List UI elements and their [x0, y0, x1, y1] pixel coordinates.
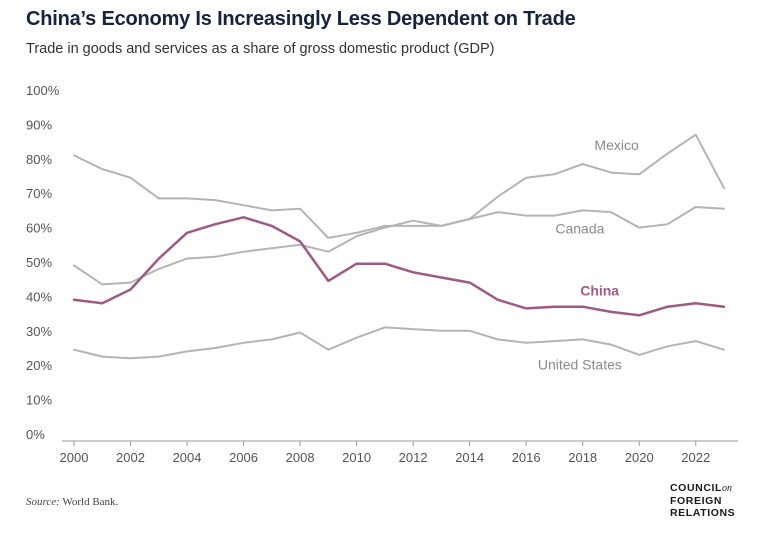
y-tick-label: 100%	[26, 83, 60, 98]
x-tick-label: 2018	[568, 450, 597, 465]
series-line-canada	[73, 154, 725, 239]
series-label-united-states: United States	[538, 356, 622, 372]
source-text: World Bank.	[59, 496, 119, 508]
cfr-logo: COUNCILon FOREIGN RELATIONS	[670, 482, 735, 519]
y-tick-label: 70%	[26, 186, 52, 201]
y-tick-label: 60%	[26, 221, 52, 236]
y-tick-label: 30%	[26, 324, 52, 339]
series-label-canada: Canada	[555, 220, 604, 236]
chart-subtitle: Trade in goods and services as a share o…	[26, 41, 495, 57]
y-tick-label: 90%	[26, 117, 52, 132]
series-line-united-states	[73, 326, 725, 360]
x-tick-label: 2000	[60, 450, 89, 465]
series-label-mexico: Mexico	[594, 137, 639, 153]
y-tick-label: 40%	[26, 289, 52, 304]
y-tick-label: 80%	[26, 152, 52, 167]
x-tick-label: 2006	[229, 450, 258, 465]
x-tick-label: 2008	[286, 450, 315, 465]
y-tick-label: 0%	[26, 427, 45, 442]
logo-on: on	[722, 483, 733, 494]
x-tick-label: 2002	[116, 450, 145, 465]
source-note: Source: World Bank.	[26, 496, 118, 508]
y-tick-label: 50%	[26, 255, 52, 270]
series-line-china	[72, 216, 726, 317]
x-tick-label: 2010	[342, 450, 371, 465]
series-line-mexico	[73, 133, 725, 286]
logo-line2: FOREIGN	[670, 495, 723, 507]
y-tick-label: 10%	[26, 393, 52, 408]
logo-line1: COUNCIL	[670, 482, 723, 494]
x-tick-label: 2012	[399, 450, 428, 465]
series-label-china: China	[580, 282, 619, 298]
x-tick-label: 2004	[173, 450, 202, 465]
chart-title: China’s Economy Is Increasingly Less Dep…	[26, 8, 576, 30]
y-tick-label: 20%	[26, 358, 52, 373]
x-tick-label: 2022	[681, 450, 710, 465]
x-tick-label: 2020	[625, 450, 654, 465]
x-tick-label: 2016	[512, 450, 541, 465]
x-tick-label: 2014	[455, 450, 484, 465]
source-label: Source:	[26, 496, 60, 508]
logo-line3: RELATIONS	[670, 507, 736, 519]
